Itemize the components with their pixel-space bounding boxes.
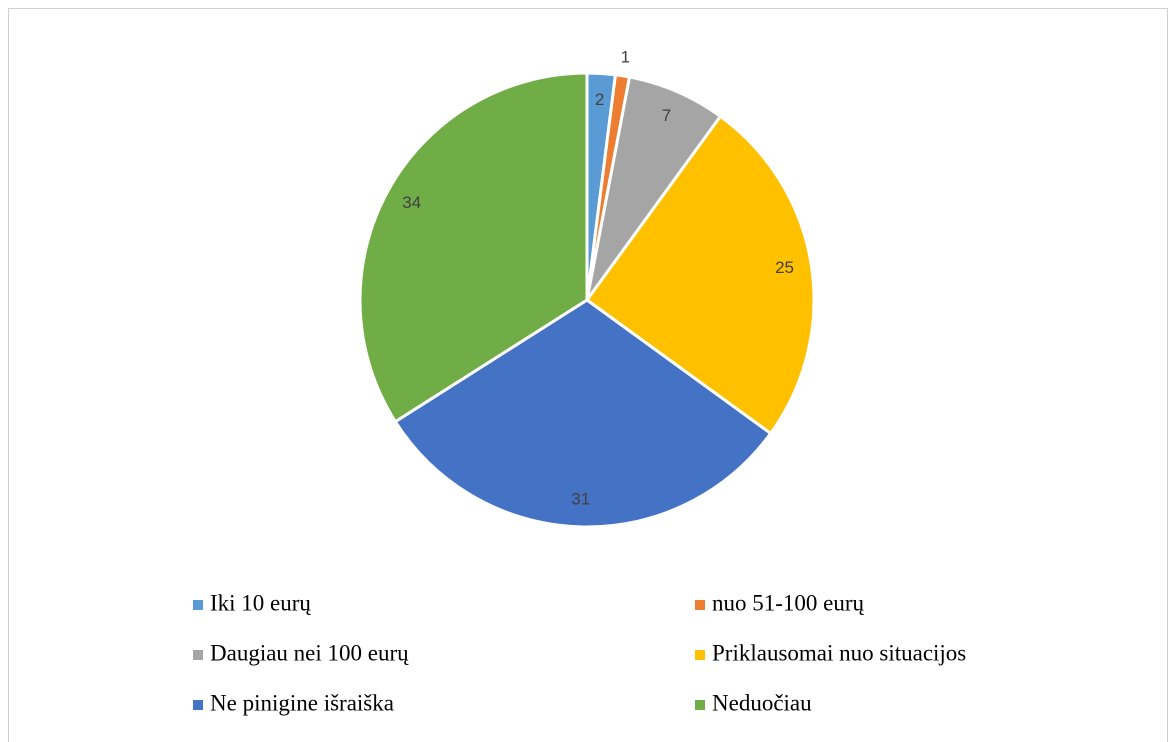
legend-label: nuo 51-100 eurų <box>712 590 865 615</box>
legend-label: Daugiau nei 100 eurų <box>210 640 409 665</box>
legend-label: Iki 10 eurų <box>210 590 311 615</box>
legend-swatch <box>695 650 705 660</box>
data-label: 31 <box>571 489 590 508</box>
legend-swatch <box>695 700 705 710</box>
legend-swatch <box>695 600 705 610</box>
legend-swatch <box>193 700 203 710</box>
data-label: 7 <box>662 106 671 125</box>
pie-slice <box>358 71 589 424</box>
legend-label: Priklausomai nuo situacijos <box>712 640 966 665</box>
data-label: 34 <box>402 193 421 212</box>
pie-slice <box>393 298 773 529</box>
pie-slice <box>584 114 816 436</box>
data-label: 1 <box>621 48 630 67</box>
legend-swatch <box>193 600 203 610</box>
data-label: 2 <box>595 90 604 109</box>
legend-label: Ne pinigine išraiška <box>210 690 394 715</box>
data-label: 25 <box>775 258 794 277</box>
legend-swatch <box>193 650 203 660</box>
legend-label: Neduočiau <box>712 690 812 715</box>
